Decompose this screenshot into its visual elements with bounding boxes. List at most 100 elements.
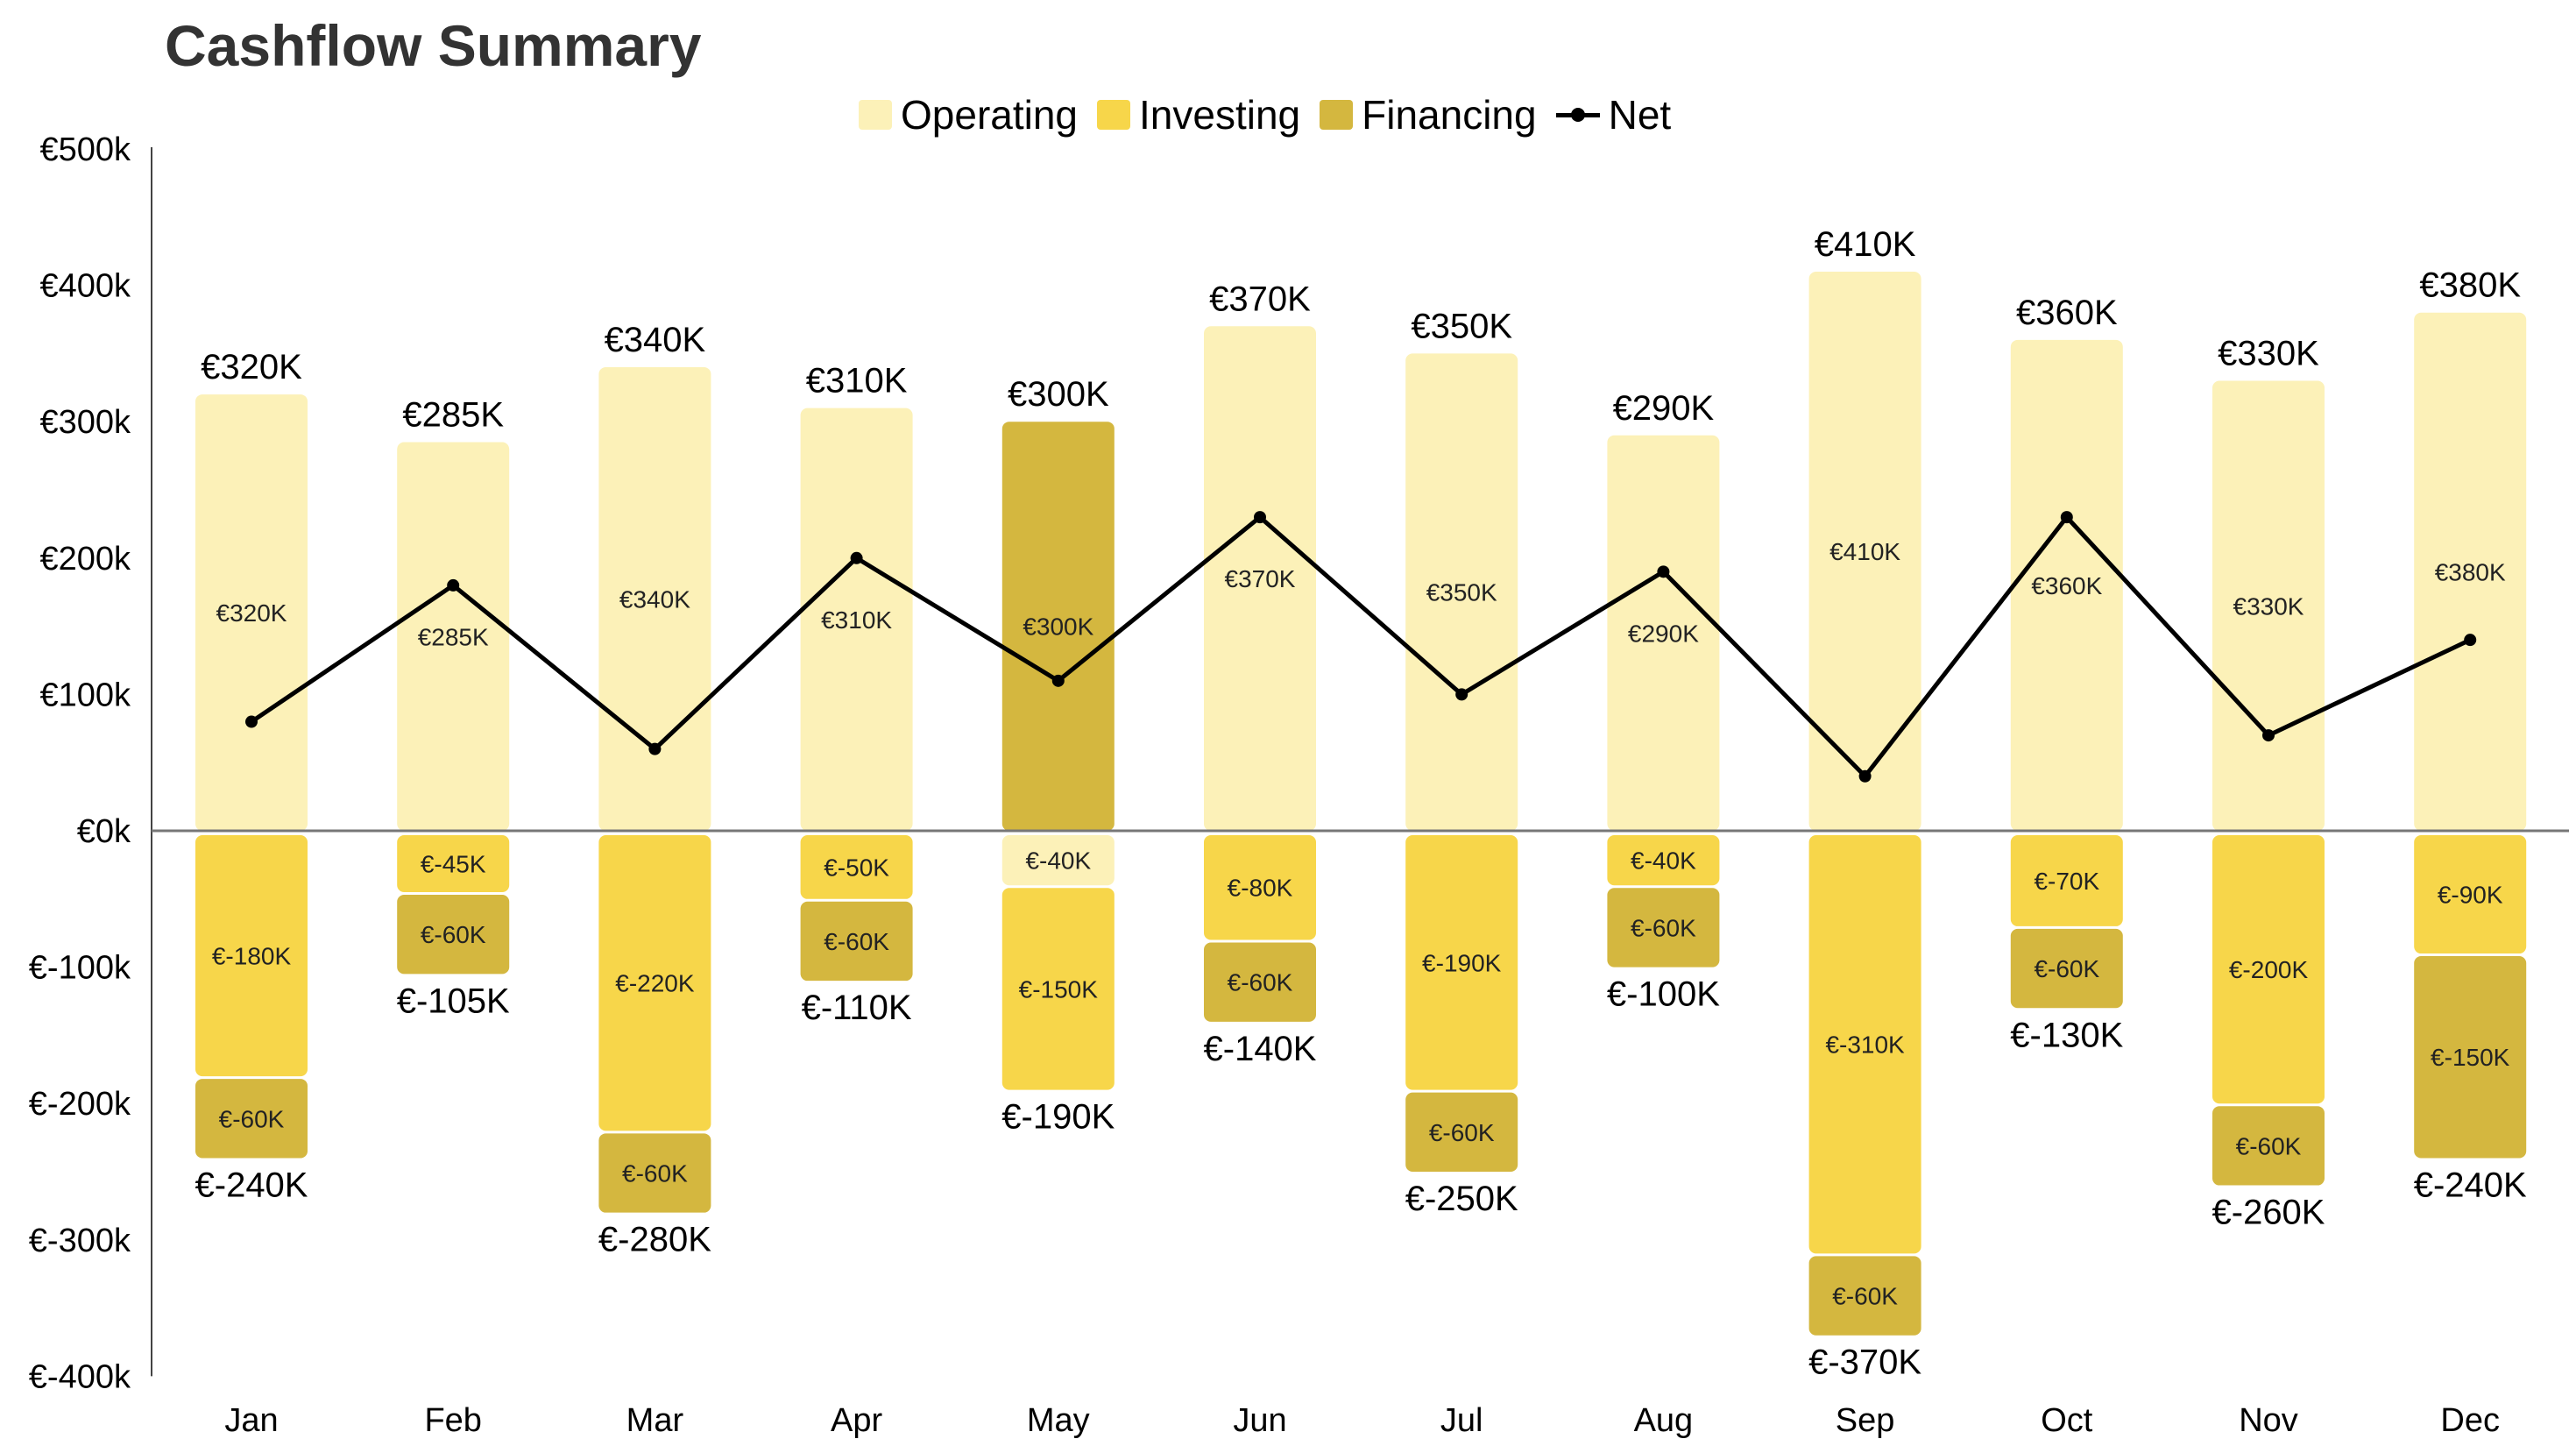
bar-label-investing: €-80K (1228, 875, 1293, 902)
chart-title: Cashflow Summary (165, 13, 702, 78)
bar-financing-mar (598, 1133, 711, 1213)
negative-total-label: €-260K (2212, 1194, 2325, 1232)
bar-label-investing: €-45K (421, 851, 486, 878)
positive-total-label: €285K (402, 396, 504, 435)
y-tick-label: €-300k (29, 1223, 131, 1259)
negative-total-label: €-240K (195, 1166, 308, 1204)
legend-label-financing: Financing (1362, 92, 1537, 138)
bar-label-operating: €350K (1426, 579, 1497, 606)
bar-investing-jul (1405, 835, 1518, 1090)
negative-total-label: €-100K (1607, 975, 1720, 1014)
bar-financing-may (1001, 422, 1115, 831)
positive-total-label: €320K (201, 348, 302, 386)
bar-investing-sep (1808, 835, 1921, 1254)
net-point-jun (1254, 511, 1266, 524)
bar-operating-may (1001, 835, 1115, 886)
y-tick-label: €200k (39, 541, 131, 578)
legend: Operating Investing Financing Net (859, 91, 1671, 138)
bar-label-financing: €-60K (2236, 1132, 2302, 1159)
bar-label-operating: €370K (1225, 565, 1296, 592)
x-tick-label: Dec (2440, 1402, 2500, 1439)
net-point-apr (850, 551, 863, 564)
net-point-dec (2464, 634, 2477, 647)
bar-label-operating: €320K (216, 599, 287, 627)
y-tick-label: €-400k (29, 1358, 131, 1395)
bar-label-financing: €-60K (1228, 969, 1293, 996)
positive-total-label: €340K (605, 321, 706, 359)
bar-investing-oct (2010, 835, 2123, 926)
legend-swatch-net (1555, 100, 1600, 130)
bar-label-operating: €330K (2233, 592, 2304, 620)
negative-total-label: €-240K (2414, 1166, 2527, 1204)
bar-financing-nov (2212, 1106, 2325, 1186)
net-point-jan (245, 715, 258, 728)
bar-label-investing: €-190K (1422, 949, 1502, 976)
bar-label-operating: €290K (1628, 620, 1699, 647)
bar-label-financing: €-60K (622, 1160, 688, 1187)
legend-item-net[interactable]: Net (1555, 91, 1672, 138)
bar-financing-jun (1204, 942, 1316, 1022)
bar-label-operating: €340K (619, 585, 690, 613)
bar-label-financing: €-60K (1631, 914, 1696, 941)
bar-investing-nov (2212, 835, 2325, 1104)
net-point-jul (1455, 688, 1468, 701)
y-tick-label: €100k (39, 677, 131, 713)
x-tick-label: Oct (2041, 1402, 2093, 1439)
positive-total-label: €330K (2218, 335, 2319, 373)
positive-total-label: €370K (1209, 280, 1311, 318)
net-point-sep (1858, 769, 1872, 783)
bar-financing-jul (1405, 1092, 1518, 1172)
net-point-mar (648, 742, 662, 755)
y-tick-label: €-200k (29, 1086, 131, 1123)
bar-operating-jun (1204, 326, 1316, 831)
bar-operating-dec (2414, 312, 2527, 832)
bar-financing-oct (2010, 928, 2123, 1009)
negative-total-label: €-250K (1405, 1180, 1518, 1218)
bar-operating-mar (598, 366, 711, 832)
bar-label-investing: €-90K (2438, 882, 2503, 909)
bar-label-operating: €410K (1829, 538, 1900, 565)
bar-label-operating: €285K (418, 623, 489, 650)
bar-financing-dec (2414, 956, 2527, 1159)
x-tick-label: Nov (2239, 1402, 2298, 1439)
bar-operating-jul (1405, 353, 1518, 831)
legend-swatch-financing (1320, 100, 1354, 130)
bar-label-investing: €-200K (2229, 956, 2309, 983)
bar-label-financing: €300K (1023, 613, 1093, 641)
legend-item-financing[interactable]: Financing (1320, 91, 1537, 138)
legend-label-net: Net (1608, 92, 1672, 138)
legend-item-investing[interactable]: Investing (1097, 91, 1300, 138)
bar-investing-dec (2414, 835, 2527, 954)
bar-investing-jan (195, 835, 308, 1077)
bar-investing-feb (397, 835, 510, 893)
negative-total-label: €-130K (2010, 1016, 2123, 1054)
bar-investing-may (1001, 888, 1115, 1090)
bar-label-investing: €-220K (615, 970, 695, 997)
bar-label-financing: €-60K (219, 1105, 285, 1132)
bar-label-financing: €-60K (1832, 1283, 1898, 1310)
bar-label-investing: €-310K (1825, 1031, 1905, 1059)
bar-label-operating: €-40K (1025, 847, 1091, 875)
y-tick-label: €0k (77, 813, 131, 850)
positive-total-label: €310K (806, 362, 908, 400)
x-tick-label: May (1027, 1402, 1090, 1439)
net-line (250, 514, 2472, 779)
x-tick-label: Sep (1836, 1402, 1895, 1439)
legend-item-operating[interactable]: Operating (859, 91, 1078, 138)
bar-investing-jun (1204, 835, 1316, 940)
bar-investing-mar (598, 835, 711, 1131)
net-point-aug (1657, 565, 1670, 578)
positive-total-label: €290K (1613, 389, 1715, 428)
positive-total-label: €410K (1815, 225, 1916, 264)
bar-operating-aug (1607, 435, 1720, 831)
bar-investing-aug (1607, 835, 1720, 886)
bar-label-financing: €-60K (824, 928, 889, 955)
bar-label-operating: €360K (2031, 572, 2102, 599)
legend-swatch-operating (859, 100, 892, 130)
bar-operating-oct (2010, 339, 2123, 832)
net-point-feb (447, 578, 460, 592)
x-tick-label: Feb (424, 1402, 481, 1439)
bar-financing-sep (1808, 1256, 1921, 1336)
positive-total-label: €380K (2419, 266, 2521, 305)
positive-total-label: €350K (1411, 307, 1512, 345)
